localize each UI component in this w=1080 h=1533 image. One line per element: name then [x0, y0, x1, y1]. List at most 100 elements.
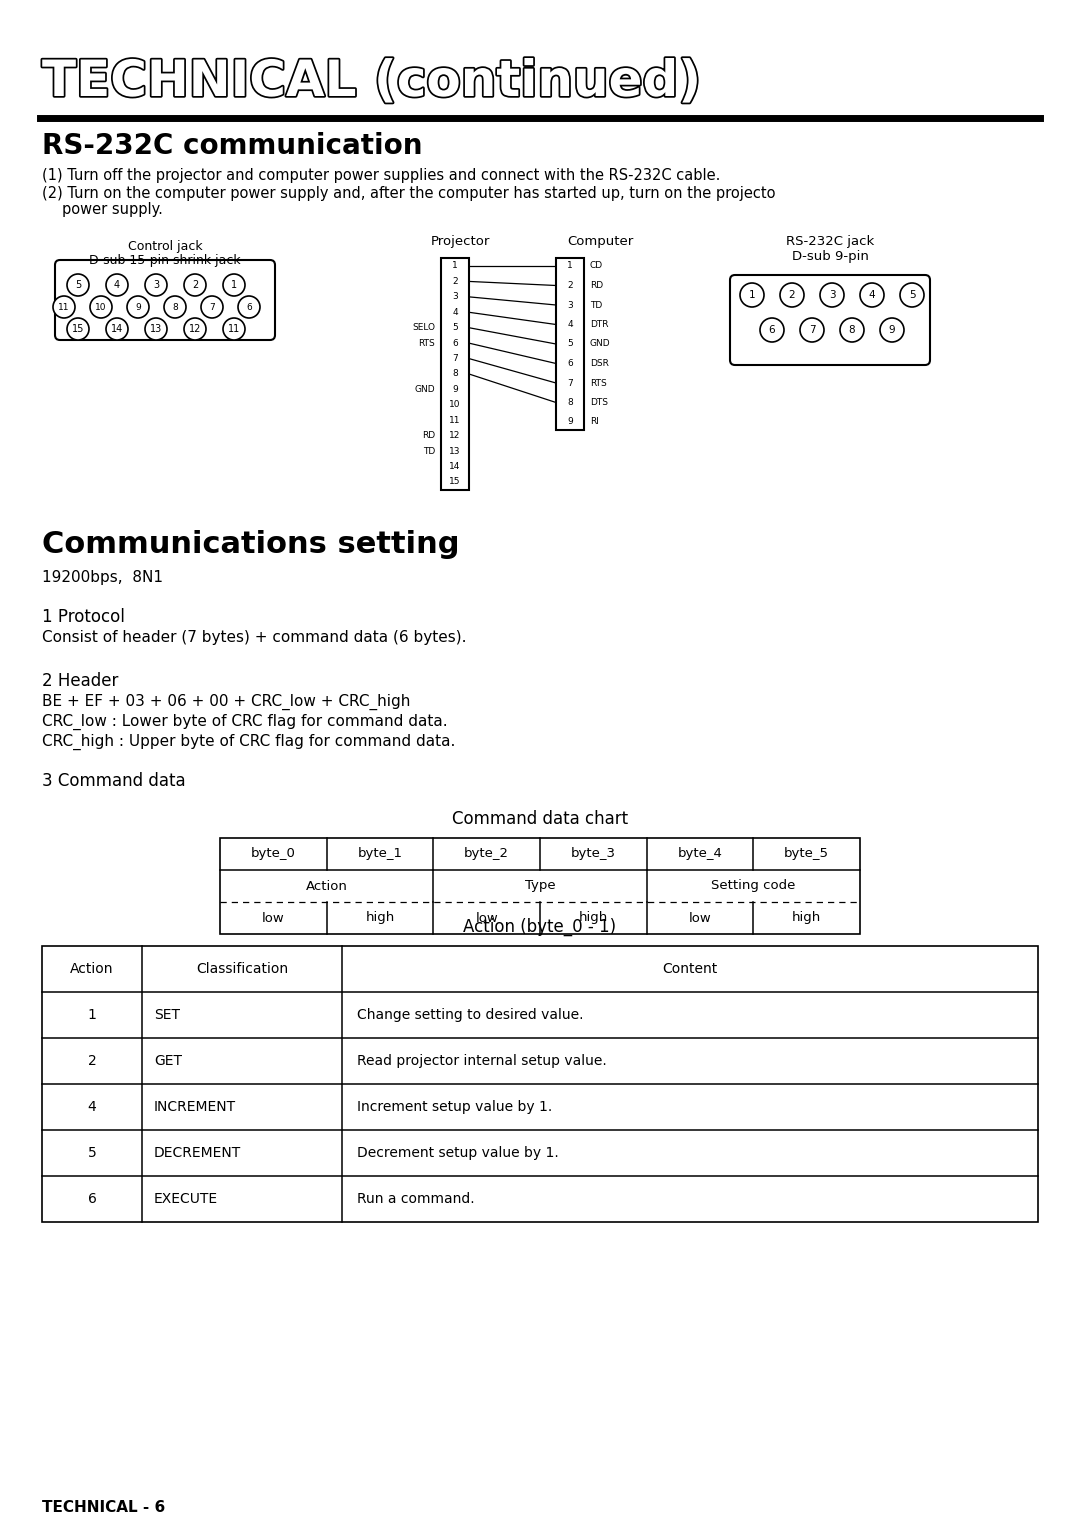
Circle shape	[106, 274, 129, 296]
Text: CD: CD	[590, 262, 603, 270]
Text: 3: 3	[828, 290, 835, 300]
FancyBboxPatch shape	[55, 261, 275, 340]
Text: GND: GND	[415, 385, 435, 394]
Text: low: low	[689, 912, 712, 924]
Text: Action (byte_0 - 1): Action (byte_0 - 1)	[463, 918, 617, 937]
Text: 8: 8	[567, 399, 572, 406]
Text: 12: 12	[189, 323, 201, 334]
Text: 8: 8	[453, 369, 458, 379]
Text: TD: TD	[422, 446, 435, 455]
Text: TECHNICAL (continued): TECHNICAL (continued)	[42, 58, 701, 106]
Text: byte_0: byte_0	[251, 848, 296, 860]
Text: low: low	[475, 912, 498, 924]
Text: 1: 1	[567, 262, 572, 270]
Text: Run a command.: Run a command.	[357, 1193, 474, 1206]
Text: RD: RD	[590, 281, 603, 290]
Text: 4: 4	[87, 1101, 96, 1114]
Text: 10: 10	[449, 400, 461, 409]
Text: 1 Protocol: 1 Protocol	[42, 609, 125, 625]
Text: DTR: DTR	[590, 320, 608, 330]
Text: byte_2: byte_2	[464, 848, 509, 860]
Circle shape	[880, 317, 904, 342]
Text: TECHNICAL (continued): TECHNICAL (continued)	[41, 57, 700, 104]
Circle shape	[184, 274, 206, 296]
Text: 2: 2	[192, 281, 198, 290]
Circle shape	[860, 284, 885, 307]
Text: Projector: Projector	[430, 235, 489, 248]
Text: TECHNICAL (continued): TECHNICAL (continued)	[41, 58, 700, 107]
Text: byte_4: byte_4	[677, 848, 723, 860]
Circle shape	[800, 317, 824, 342]
Text: Increment setup value by 1.: Increment setup value by 1.	[357, 1101, 552, 1114]
Circle shape	[760, 317, 784, 342]
Text: Change setting to desired value.: Change setting to desired value.	[357, 1009, 583, 1023]
FancyBboxPatch shape	[730, 274, 930, 365]
Circle shape	[740, 284, 764, 307]
Text: 15: 15	[71, 323, 84, 334]
Text: (2) Turn on the computer power supply and, after the computer has started up, tu: (2) Turn on the computer power supply an…	[42, 185, 775, 201]
Text: 7: 7	[567, 379, 572, 388]
Text: Content: Content	[662, 963, 717, 977]
Circle shape	[164, 296, 186, 317]
Circle shape	[222, 274, 245, 296]
Text: high: high	[792, 912, 821, 924]
Text: TECHNICAL (continued): TECHNICAL (continued)	[43, 58, 702, 107]
Text: 5: 5	[567, 339, 572, 348]
Text: 9: 9	[135, 302, 140, 311]
Text: 11: 11	[228, 323, 240, 334]
Circle shape	[67, 274, 89, 296]
Text: CRC_high : Upper byte of CRC flag for command data.: CRC_high : Upper byte of CRC flag for co…	[42, 734, 456, 750]
Text: Type: Type	[525, 880, 555, 892]
Circle shape	[820, 284, 843, 307]
Bar	[556, 258, 584, 429]
Text: 1: 1	[453, 262, 458, 270]
Text: Control jack: Control jack	[127, 241, 202, 253]
Circle shape	[184, 317, 206, 340]
Text: 4: 4	[453, 308, 458, 317]
Text: 19200bps,  8N1: 19200bps, 8N1	[42, 570, 163, 586]
Text: 14: 14	[449, 461, 461, 471]
Circle shape	[222, 317, 245, 340]
Text: 4: 4	[113, 281, 120, 290]
Text: RI: RI	[590, 417, 599, 426]
Text: GND: GND	[590, 339, 610, 348]
Text: 7: 7	[809, 325, 815, 336]
Text: 6: 6	[246, 302, 252, 311]
Text: 1: 1	[231, 281, 238, 290]
Circle shape	[53, 296, 75, 317]
Text: RTS: RTS	[590, 379, 607, 388]
Circle shape	[67, 317, 89, 340]
Text: 5: 5	[908, 290, 916, 300]
Text: 2: 2	[453, 277, 458, 287]
Text: CRC_low : Lower byte of CRC flag for command data.: CRC_low : Lower byte of CRC flag for com…	[42, 714, 447, 730]
Text: 10: 10	[95, 302, 107, 311]
Circle shape	[106, 317, 129, 340]
Text: 12: 12	[449, 431, 461, 440]
Text: 9: 9	[567, 417, 572, 426]
Text: Communications setting: Communications setting	[42, 530, 459, 560]
Text: Read projector internal setup value.: Read projector internal setup value.	[357, 1055, 607, 1069]
Bar	[441, 258, 469, 491]
Text: power supply.: power supply.	[62, 202, 163, 218]
Circle shape	[780, 284, 804, 307]
Text: 9: 9	[453, 385, 458, 394]
Text: Consist of header (7 bytes) + command data (6 bytes).: Consist of header (7 bytes) + command da…	[42, 630, 467, 645]
Text: Decrement setup value by 1.: Decrement setup value by 1.	[357, 1147, 558, 1160]
Text: byte_1: byte_1	[357, 848, 403, 860]
Text: 2 Header: 2 Header	[42, 671, 119, 690]
Text: TECHNICAL (continued): TECHNICAL (continued)	[43, 58, 702, 106]
Circle shape	[145, 317, 167, 340]
Text: Classification: Classification	[195, 963, 288, 977]
Text: 8: 8	[849, 325, 855, 336]
Text: 2: 2	[567, 281, 572, 290]
Text: 7: 7	[210, 302, 215, 311]
Text: 5: 5	[75, 281, 81, 290]
Text: high: high	[579, 912, 608, 924]
Text: 13: 13	[150, 323, 162, 334]
Text: 9: 9	[889, 325, 895, 336]
Text: TECHNICAL (continued): TECHNICAL (continued)	[41, 58, 700, 106]
Text: RD: RD	[422, 431, 435, 440]
Text: 4: 4	[567, 320, 572, 330]
Text: TECHNICAL - 6: TECHNICAL - 6	[42, 1499, 165, 1515]
Text: Computer: Computer	[567, 235, 633, 248]
